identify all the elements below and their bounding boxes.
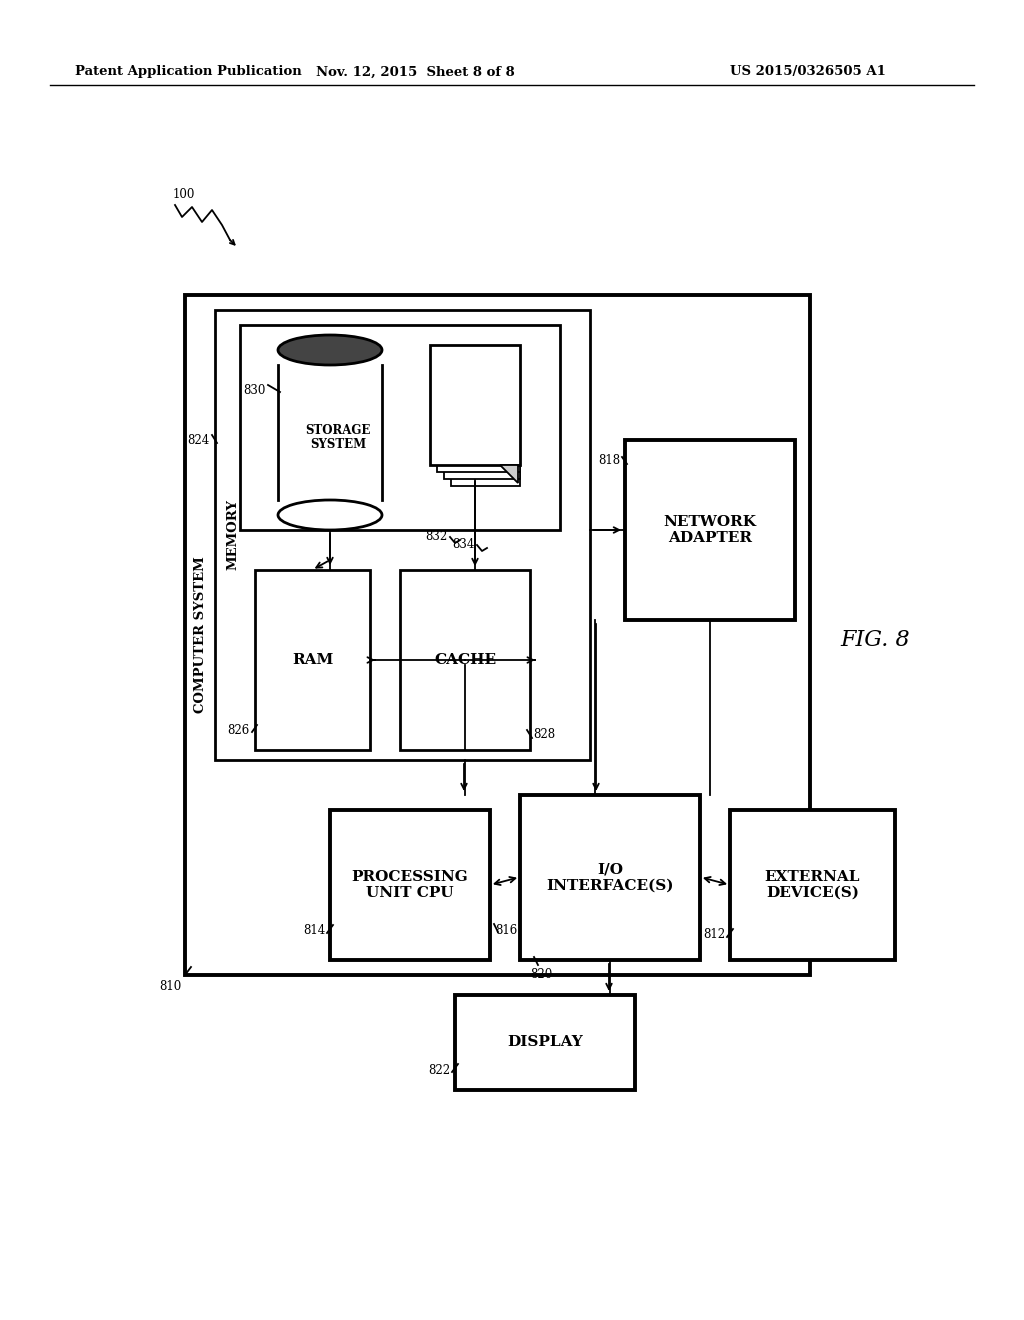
Ellipse shape (278, 500, 382, 531)
Text: MEMORY: MEMORY (226, 499, 240, 570)
Bar (430, 345, 520, 465)
Text: 822: 822 (428, 1064, 450, 1077)
Text: NETWORK
ADAPTER: NETWORK ADAPTER (664, 515, 757, 545)
Bar (437, 359, 520, 473)
Polygon shape (500, 465, 518, 483)
Bar (400, 570, 530, 750)
Text: PROCESSING
UNIT CPU: PROCESSING UNIT CPU (351, 870, 468, 900)
Text: 828: 828 (534, 729, 555, 742)
Text: I/O
INTERFACE(S): I/O INTERFACE(S) (546, 862, 674, 892)
Text: 824: 824 (187, 433, 210, 446)
Text: COMPUTER SYSTEM: COMPUTER SYSTEM (195, 557, 208, 713)
Text: 810: 810 (160, 979, 182, 993)
Bar (455, 995, 635, 1090)
Text: 820: 820 (530, 968, 552, 981)
Bar (444, 374, 520, 479)
Text: EXTERNAL
DEVICE(S): EXTERNAL DEVICE(S) (765, 870, 860, 900)
Text: STORAGE
SYSTEM: STORAGE SYSTEM (305, 424, 371, 451)
Text: 826: 826 (227, 723, 250, 737)
Ellipse shape (278, 335, 382, 366)
Bar (215, 310, 590, 760)
Text: 832: 832 (426, 531, 449, 543)
Bar (520, 795, 700, 960)
Text: 834: 834 (453, 539, 475, 550)
Text: CACHE: CACHE (434, 653, 496, 667)
Text: Nov. 12, 2015  Sheet 8 of 8: Nov. 12, 2015 Sheet 8 of 8 (315, 66, 514, 78)
Text: 816: 816 (495, 924, 517, 936)
Text: 818: 818 (598, 454, 620, 466)
Bar (240, 325, 560, 531)
Text: 100: 100 (173, 189, 196, 202)
Text: 814: 814 (303, 924, 325, 936)
Bar (185, 294, 810, 975)
Bar (330, 810, 490, 960)
Text: Patent Application Publication: Patent Application Publication (75, 66, 302, 78)
Text: US 2015/0326505 A1: US 2015/0326505 A1 (730, 66, 886, 78)
Bar (625, 440, 795, 620)
Text: 812: 812 (702, 928, 725, 941)
Bar (451, 387, 520, 486)
Bar (255, 570, 370, 750)
Text: RAM: RAM (292, 653, 333, 667)
Text: DISPLAY: DISPLAY (507, 1035, 583, 1049)
Bar (730, 810, 895, 960)
Text: FIG. 8: FIG. 8 (840, 630, 909, 651)
Text: 830: 830 (244, 384, 266, 396)
